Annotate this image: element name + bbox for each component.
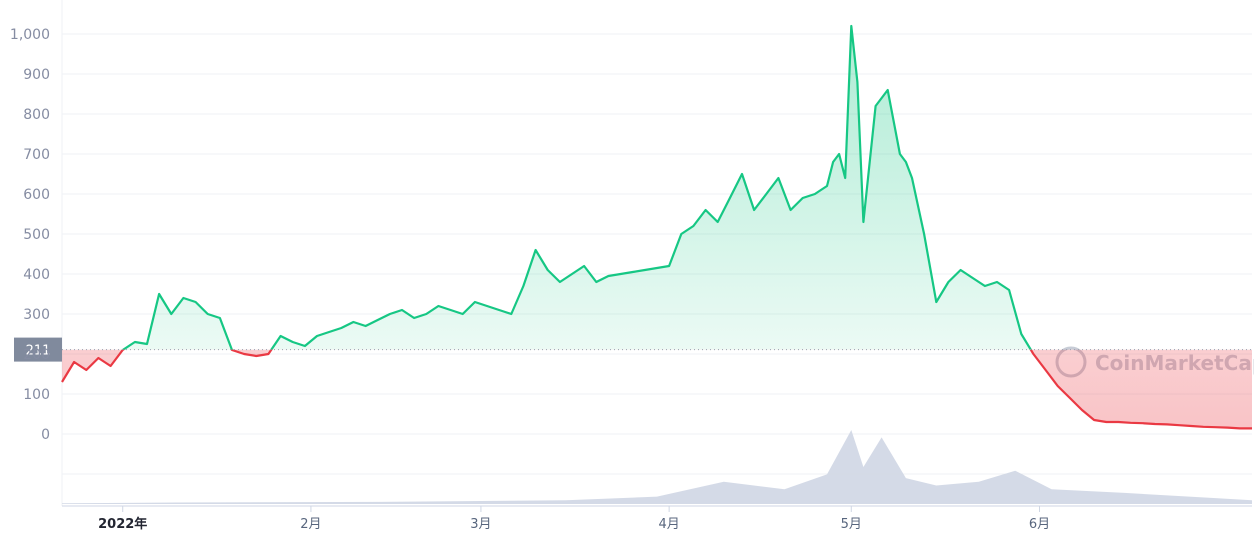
volume-bars — [62, 430, 1252, 504]
y-tick-label: 100 — [23, 387, 50, 403]
price-line-above — [121, 24, 1033, 350]
y-tick-label: 400 — [23, 267, 50, 283]
x-tick-label: 2022年 — [98, 516, 147, 532]
y-tick-label: 900 — [23, 67, 50, 83]
x-tick-label: 2月 — [300, 517, 321, 532]
volume-area — [62, 430, 1252, 504]
x-tick-label: 5月 — [841, 517, 862, 532]
y-tick-label: 800 — [23, 107, 50, 123]
grid-lines — [61, 0, 1252, 506]
x-tick-label: 6月 — [1029, 517, 1050, 532]
reference-line: 211 — [14, 337, 1252, 362]
price-line — [61, 24, 1252, 430]
area-below-reference — [62, 349, 1252, 429]
y-tick-label: 600 — [23, 187, 50, 203]
y-tick-label: 300 — [23, 307, 50, 323]
x-tick-label: 4月 — [659, 517, 680, 532]
x-axis: 2022年 2月 3月 4月 5月 6月 — [62, 505, 1252, 532]
y-tick-label: 500 — [23, 227, 50, 243]
price-area — [62, 26, 1252, 429]
y-tick-label: 700 — [23, 147, 50, 163]
y-tick-label: 0 — [41, 427, 50, 443]
reference-badge-label: 211 — [26, 344, 51, 359]
x-tick-label: 3月 — [470, 517, 491, 532]
y-tick-label: 1,000 — [10, 27, 50, 43]
y-tick-label: 200 — [23, 347, 50, 363]
reference-badge — [14, 337, 62, 362]
y-axis: 0 100 200 300 400 500 600 700 800 900 1,000 — [10, 27, 50, 443]
area-above-reference — [62, 26, 1252, 350]
price-line-below — [61, 349, 1252, 430]
